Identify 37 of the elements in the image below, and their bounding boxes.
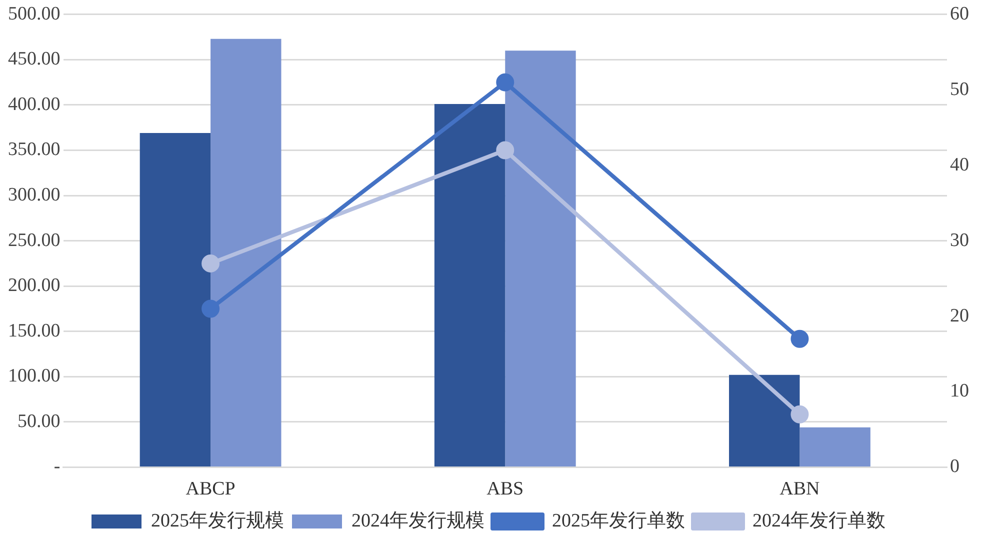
legend-label: 2024年发行单数 (752, 510, 886, 532)
y2-tick-label: 10 (950, 380, 969, 402)
y2-tick-label: 60 (950, 3, 969, 24)
y-tick-label: 150.00 (8, 320, 60, 342)
bar (434, 104, 506, 466)
x-tick-label: ABN (780, 478, 820, 500)
y-tick-label: 500.00 (8, 3, 60, 24)
y2-tick-label: 0 (950, 456, 960, 478)
y-tick-label: 100.00 (8, 366, 60, 387)
legend-label: 2025年发行规模 (151, 510, 284, 532)
y2-tick-label: 20 (950, 305, 969, 326)
y-tick-label: 400.00 (8, 94, 60, 115)
point (496, 73, 514, 92)
point (202, 254, 220, 272)
y2-tick-label: 40 (950, 154, 969, 176)
x-tick-label: ABS (486, 478, 524, 500)
bar (210, 38, 282, 466)
bar (729, 374, 800, 466)
y2-tick-label: 30 (950, 230, 969, 251)
y-tick-label: - (54, 456, 60, 478)
bar (800, 427, 870, 466)
y-tick-label: 200.00 (8, 275, 60, 296)
bar (505, 50, 576, 466)
point (202, 300, 220, 318)
x-tick-label: ABCP (186, 478, 236, 500)
point (790, 405, 809, 424)
legend-label: 2024年发行规模 (352, 510, 484, 532)
point (790, 330, 809, 348)
y-tick-label: 50.00 (18, 410, 60, 432)
bar (140, 133, 211, 466)
y-tick-label: 450.00 (8, 48, 60, 70)
y-tick-label: 300.00 (8, 184, 60, 206)
y2-tick-label: 50 (950, 78, 969, 100)
legend-label: 2025年发行单数 (552, 510, 685, 532)
y-tick-label: 250.00 (8, 230, 60, 251)
point (496, 141, 514, 160)
y-tick-label: 350.00 (8, 139, 60, 160)
